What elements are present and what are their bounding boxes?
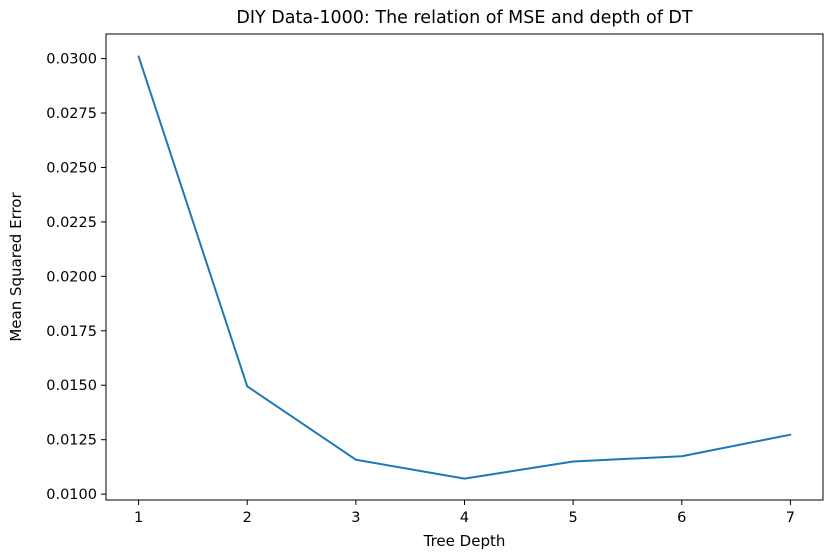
- y-axis-ticks: 0.0100 0.0125 0.0150 0.0175 0.0200 0.0225 0.02…: [46, 52, 106, 503]
- y-axis-label: Mean Squared Error: [7, 192, 25, 342]
- x-tick-label: 2: [243, 510, 252, 526]
- y-tick-label: 0.0275: [46, 106, 97, 122]
- x-tick-label: 4: [460, 510, 469, 526]
- y-tick-label: 0.0150: [46, 378, 97, 394]
- x-axis-label: Tree Depth: [423, 532, 506, 550]
- chart-title: DIY Data-1000: The relation of MSE and d…: [236, 8, 692, 28]
- x-tick-label: 5: [569, 510, 578, 526]
- y-tick-label: 0.0175: [46, 324, 97, 340]
- x-tick-label: 7: [786, 510, 795, 526]
- y-tick-label: 0.0100: [46, 487, 97, 503]
- x-axis-ticks: 1 2 3 4 5 6 7: [134, 500, 795, 526]
- y-tick-label: 0.0200: [46, 269, 97, 285]
- series-line-mse: [137, 55, 792, 480]
- y-tick-label: 0.0125: [46, 433, 97, 449]
- y-tick-label: 0.0225: [46, 215, 97, 231]
- x-tick-label: 3: [351, 510, 360, 526]
- x-tick-label: 6: [677, 510, 686, 526]
- y-tick-label: 0.0250: [46, 160, 97, 176]
- plot-area: [105, 33, 824, 501]
- y-tick-label: 0.0300: [46, 52, 97, 68]
- x-tick-label: 1: [134, 510, 143, 526]
